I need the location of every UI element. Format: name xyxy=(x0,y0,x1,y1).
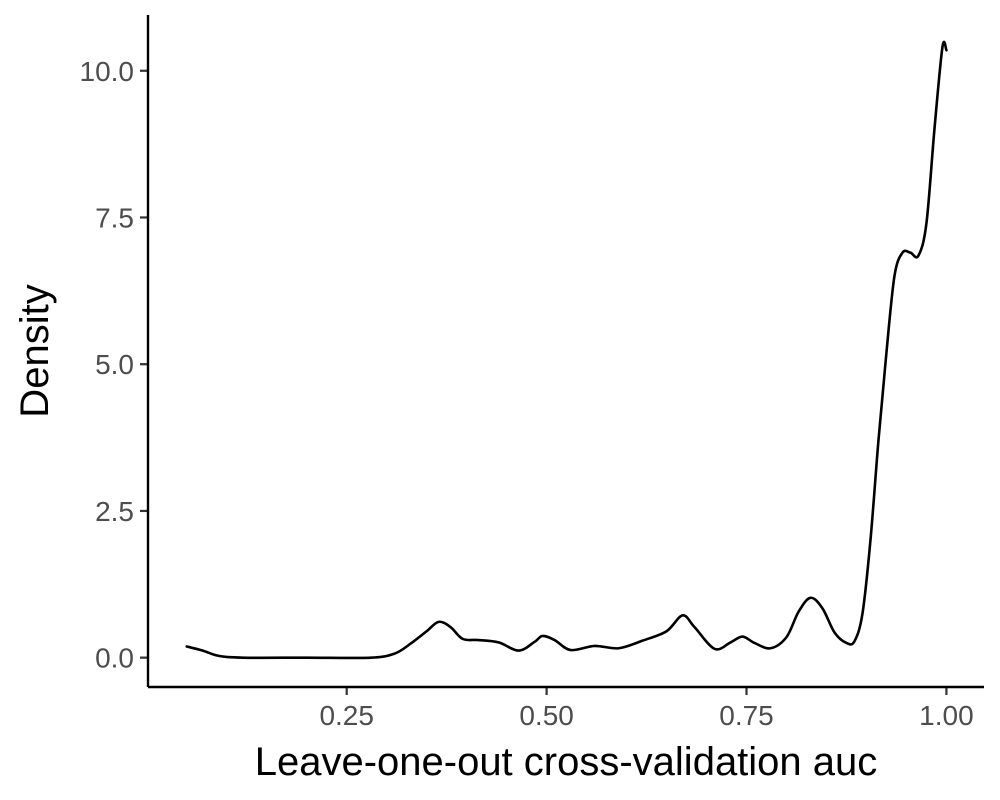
x-axis-title: Leave-one-out cross-validation auc xyxy=(255,740,878,784)
y-tick-label: 2.5 xyxy=(95,496,134,527)
x-tick-label: 0.25 xyxy=(319,700,374,731)
y-tick-label: 7.5 xyxy=(95,202,134,233)
x-tick-label: 0.50 xyxy=(519,700,574,731)
x-tick-label: 1.00 xyxy=(919,700,974,731)
y-axis-title: Density xyxy=(13,284,57,417)
x-tick-label: 0.75 xyxy=(719,700,774,731)
y-tick-label: 10.0 xyxy=(80,56,135,87)
y-tick-label: 5.0 xyxy=(95,349,134,380)
density-series-line xyxy=(185,40,948,660)
x-axis-ticks: 0.25 0.50 0.75 1.00 xyxy=(319,687,974,731)
series-layer xyxy=(185,40,948,660)
y-axis-ticks: 0.0 2.5 5.0 7.5 10.0 xyxy=(80,56,148,674)
y-tick-label: 0.0 xyxy=(95,643,134,674)
